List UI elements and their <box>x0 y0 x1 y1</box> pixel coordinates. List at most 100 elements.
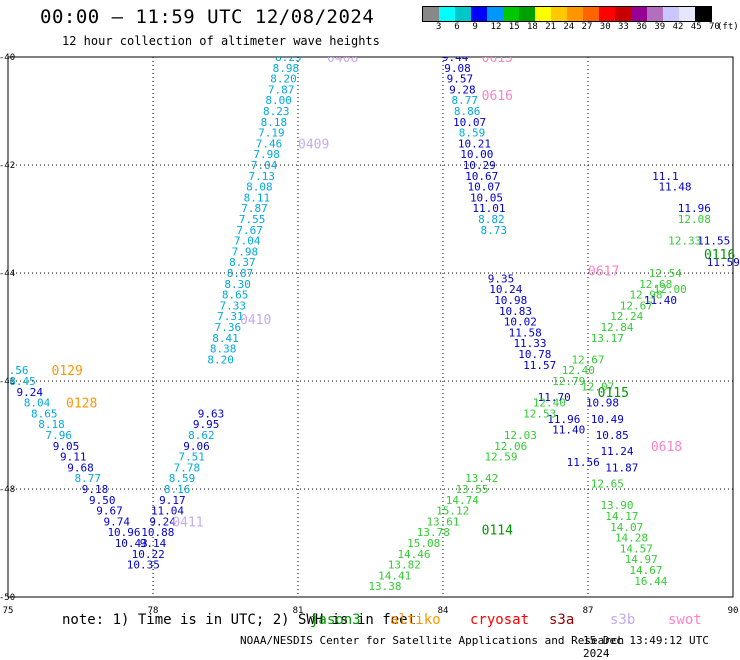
swh-value-label: 7.55 <box>239 213 266 226</box>
legend-swatch <box>647 7 663 21</box>
swh-value-label: 7.56 <box>2 364 29 377</box>
pass-label: 0409 <box>298 137 329 152</box>
swh-value-label: 9.44 <box>442 51 469 64</box>
swh-value-label: 10.07 <box>468 181 501 194</box>
swh-value-label: 13.42 <box>465 472 498 485</box>
swh-value-label: 12.06 <box>494 440 527 453</box>
legend-label: 9 <box>472 22 478 32</box>
pass-label: 0129 <box>52 364 83 379</box>
swh-value-label: 8.30 <box>224 278 251 291</box>
legend-swatch <box>455 7 471 21</box>
x-tick-label: 81 <box>293 606 304 616</box>
swh-value-label: 7.36 <box>215 321 242 334</box>
swh-value-label: 8.20 <box>207 353 234 366</box>
legend-swatch <box>551 7 567 21</box>
swh-value-label: 14.97 <box>625 553 658 566</box>
swh-value-label: 7.67 <box>236 224 263 237</box>
swh-value-label: 8.59 <box>459 127 486 140</box>
swh-value-label: 8.77 <box>452 94 479 107</box>
swh-value-label: 13.17 <box>591 332 624 345</box>
swh-value-label: 10.43 <box>115 537 148 550</box>
satellite-legend-jason3: jason3 <box>310 612 361 628</box>
swh-value-label: 13.38 <box>368 580 401 593</box>
legend-label: 45 <box>690 22 702 32</box>
swh-value-label: 12.67 <box>620 299 653 312</box>
y-tick-label: -48 <box>0 485 15 495</box>
swh-value-label: 10.98 <box>494 294 527 307</box>
swh-value-label: 9.28 <box>449 83 476 96</box>
swh-value-label: 7.04 <box>234 235 261 248</box>
x-tick-label: 90 <box>728 606 739 616</box>
swh-value-label: 8.08 <box>246 181 273 194</box>
pass-label: 0411 <box>172 515 203 530</box>
swh-value-label: 7.98 <box>253 148 280 161</box>
swh-value-label: 14.41 <box>378 569 411 582</box>
swh-value-label: 13.55 <box>455 483 488 496</box>
swh-value-label: 14.74 <box>446 494 479 507</box>
swh-value-label: 14.57 <box>620 542 653 555</box>
color-scale-unit: (ft) <box>717 22 739 32</box>
swh-value-label: 8.18 <box>261 116 288 129</box>
swh-value-label: 10.67 <box>465 170 498 183</box>
swh-value-label: 15.08 <box>407 537 440 550</box>
satellite-legend-cryosat: cryosat <box>470 612 530 628</box>
swh-value-label: 7.46 <box>256 137 283 150</box>
swh-value-label: 9.24 <box>149 515 176 528</box>
swh-value-label: 7.31 <box>217 310 244 323</box>
swh-value-label: 11.59 <box>707 256 740 269</box>
swh-value-label: 13.82 <box>388 559 421 572</box>
swh-value-label: 10.24 <box>489 283 522 296</box>
swh-value-label: 10.88 <box>141 526 174 539</box>
swh-value-label: 7.78 <box>174 461 201 474</box>
swh-value-label: 9.67 <box>96 505 123 518</box>
pass-label: 0618 <box>651 440 682 455</box>
swh-value-label: 10.78 <box>518 348 551 361</box>
y-tick-label: -44 <box>0 269 15 279</box>
legend-swatch <box>583 7 599 21</box>
swh-value-label: 12.24 <box>610 310 643 323</box>
swh-value-label: 11.40 <box>644 294 677 307</box>
swh-value-label: 9.08 <box>444 62 471 75</box>
swh-value-label: 11.87 <box>605 461 638 474</box>
swh-value-label: 7.87 <box>241 202 268 215</box>
swh-value-label: 9.17 <box>159 494 186 507</box>
pass-label: 0408 <box>327 51 358 66</box>
swh-value-label: 8.86 <box>454 105 481 118</box>
legend-label: 6 <box>454 22 460 32</box>
swh-value-label: 9.24 <box>17 386 44 399</box>
satellite-legend-altika: altiko <box>390 612 441 628</box>
swh-value-label: 12.03 <box>504 429 537 442</box>
swh-value-label: 11.1 <box>652 170 679 183</box>
swh-value-label: 9.06 <box>183 440 210 453</box>
legend-swatch <box>535 7 551 21</box>
swh-value-label: 7.98 <box>232 245 259 258</box>
swh-value-label: 9.14 <box>140 537 167 550</box>
timestamp-text: 15 Dec 13:49:12 UTC 2024 <box>583 634 709 660</box>
swh-value-label: 9.35 <box>488 272 515 285</box>
swh-value-label: 10.02 <box>504 316 537 329</box>
swh-value-label: 10.29 <box>463 159 496 172</box>
swh-value-label: 11.33 <box>513 337 546 350</box>
swh-value-label: 8.41 <box>212 332 239 345</box>
swh-value-label: 11.40 <box>552 424 585 437</box>
swh-value-label: 13.61 <box>426 515 459 528</box>
swh-value-label: 12.40 <box>533 397 566 410</box>
swh-value-label: 16.44 <box>634 575 667 588</box>
swh-value-label: 12.98 <box>629 289 662 302</box>
x-tick-label: 78 <box>148 606 159 616</box>
swh-value-label: 9.11 <box>60 451 87 464</box>
swh-value-label: 10.35 <box>127 559 160 572</box>
swh-value-label: 12.07 <box>581 380 614 393</box>
legend-swatch <box>615 7 631 21</box>
swh-value-label: 12.68 <box>639 278 672 291</box>
swh-value-label: 10.96 <box>107 526 140 539</box>
swh-value-label: 9.50 <box>89 494 116 507</box>
legend-label: 12 <box>490 22 502 32</box>
swh-value-label: 7.33 <box>220 299 247 312</box>
legend-swatch <box>503 7 519 21</box>
swh-value-label: 10.49 <box>591 413 624 426</box>
swh-value-label: 10.98 <box>586 397 619 410</box>
x-tick-label: 84 <box>438 606 449 616</box>
swh-value-label: 11.70 <box>538 391 571 404</box>
